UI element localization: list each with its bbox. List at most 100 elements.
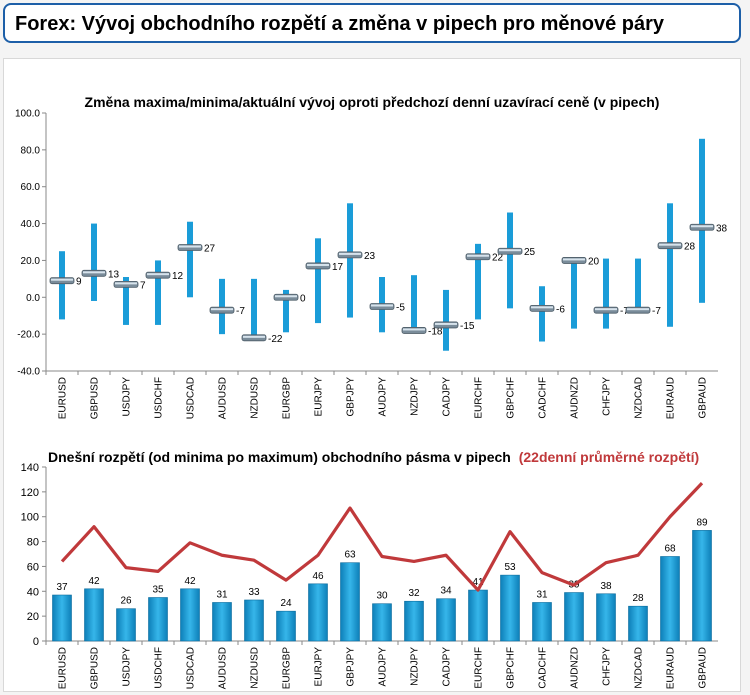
current-value-label: 7	[140, 280, 146, 291]
current-marker-shine	[307, 263, 329, 266]
current-value-label: 27	[204, 244, 216, 255]
x-tick-label: GBPJPY	[346, 377, 357, 417]
x-tick-label: AUDUSD	[218, 377, 229, 419]
range-bar	[59, 251, 65, 320]
current-marker-shine	[51, 278, 73, 281]
x-tick-label: GBPUSD	[90, 377, 101, 419]
range-bar	[251, 278, 257, 338]
current-marker	[529, 304, 555, 312]
current-marker-shine	[83, 271, 105, 274]
x-tick-label: CADJPY	[442, 377, 453, 417]
current-marker-shine	[211, 308, 233, 311]
current-marker	[689, 223, 715, 231]
current-value-label: 23	[364, 251, 376, 262]
current-value-label: 17	[332, 262, 344, 273]
current-marker-shine	[467, 254, 489, 257]
y-tick-label: -40.0	[17, 367, 40, 378]
current-value-label: -7	[236, 306, 245, 317]
current-marker	[497, 247, 523, 255]
x-tick-label: USDCAD	[186, 377, 197, 419]
x-tick-label: USDJPY	[122, 377, 133, 417]
range-bar	[667, 203, 673, 327]
current-marker	[593, 306, 619, 314]
x-tick-label: EURUSD	[58, 377, 69, 419]
range-chart: Změna maxima/minima/aktuální vývoj oprot…	[15, 94, 728, 420]
current-value-label: -7	[652, 306, 661, 317]
current-marker-shine	[627, 308, 649, 311]
range-bar	[475, 243, 481, 320]
y-tick-label: 80.0	[21, 145, 41, 156]
current-marker-shine	[339, 252, 361, 255]
x-tick-label: AUDNZD	[570, 377, 581, 419]
current-value-label: 25	[524, 247, 536, 258]
current-marker-shine	[179, 245, 201, 248]
y-tick-label: -20.0	[17, 330, 40, 341]
current-marker	[145, 271, 171, 279]
range-bar	[315, 238, 321, 324]
current-marker-shine	[659, 243, 681, 246]
current-value-label: -22	[268, 334, 283, 345]
current-value-label: 38	[716, 223, 728, 234]
current-marker	[209, 306, 235, 314]
current-marker-shine	[499, 249, 521, 252]
current-marker-shine	[691, 225, 713, 228]
range-bar	[699, 138, 705, 303]
range-bar	[283, 289, 289, 333]
current-marker	[657, 242, 683, 250]
range-bar	[539, 286, 545, 342]
current-value-label: 13	[108, 269, 120, 280]
current-marker-shine	[371, 304, 393, 307]
y-tick-label: 60.0	[21, 182, 41, 193]
x-tick-label: NZDUSD	[250, 377, 261, 419]
current-value-label: -18	[428, 326, 443, 337]
range-chart-title: Změna maxima/minima/aktuální vývoj oprot…	[85, 94, 660, 110]
x-tick-label: CADCHF	[538, 377, 549, 419]
x-tick-label: GBPAUD	[698, 377, 709, 419]
current-value-label: 28	[684, 242, 696, 253]
range-bar	[123, 277, 129, 325]
x-tick-label: EURAUD	[666, 377, 677, 419]
current-marker	[401, 327, 427, 334]
range-bar	[411, 275, 417, 331]
current-marker	[305, 262, 331, 270]
page-title: Forex: Vývoj obchodního rozpětí a změna …	[15, 13, 665, 35]
x-tick-label: EURGBP	[282, 377, 293, 420]
y-tick-label: 40.0	[21, 219, 41, 230]
current-marker	[81, 269, 107, 277]
current-value-label: 12	[172, 271, 184, 282]
current-marker-shine	[147, 273, 169, 276]
current-value-label: -7	[620, 306, 629, 317]
x-tick-label: AUDJPY	[378, 377, 389, 417]
current-marker-shine	[531, 306, 553, 309]
current-value-label: -15	[460, 321, 475, 332]
range-bar	[347, 203, 353, 318]
range-bar	[635, 258, 641, 311]
current-marker	[337, 251, 363, 259]
current-value-label: 20	[588, 256, 600, 267]
current-marker-shine	[595, 308, 617, 311]
range-bar	[507, 212, 513, 309]
y-tick-label: 0.0	[26, 293, 40, 304]
x-tick-label: EURCHF	[474, 377, 485, 419]
y-tick-label: 20.0	[21, 256, 41, 267]
current-value-label: -5	[396, 303, 405, 314]
x-tick-label: USDCHF	[154, 377, 165, 419]
x-tick-label: GBPCHF	[506, 377, 517, 419]
current-value-label: 22	[492, 253, 504, 264]
range-bar	[443, 289, 449, 351]
current-marker-shine	[403, 328, 425, 331]
current-marker-shine	[435, 322, 457, 325]
current-marker	[177, 244, 203, 251]
current-marker-shine	[243, 335, 265, 338]
current-value-label: 0	[300, 293, 306, 304]
current-marker	[561, 257, 587, 264]
current-marker	[625, 306, 651, 314]
x-tick-label: NZDJPY	[410, 377, 421, 416]
current-marker	[369, 303, 395, 310]
range-bar	[603, 258, 609, 329]
current-value-label: 9	[76, 277, 82, 288]
range-bar	[219, 278, 225, 335]
current-marker-shine	[275, 295, 297, 298]
range-bar	[91, 223, 97, 301]
current-marker	[241, 334, 267, 342]
